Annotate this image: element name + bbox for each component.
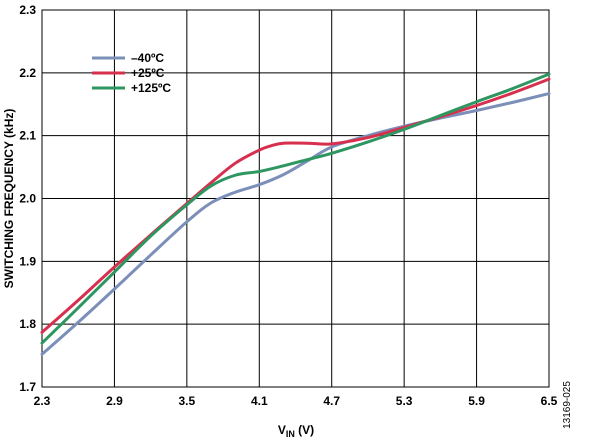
x-tick-label: 5.9 bbox=[468, 394, 485, 408]
series-line-0 bbox=[40, 92, 551, 356]
series-lines bbox=[40, 72, 551, 356]
x-tick-label: 4.7 bbox=[323, 394, 340, 408]
legend: –40ºC+25ºC+125ºC bbox=[92, 51, 171, 95]
x-axis-title-unit: (V) bbox=[295, 423, 314, 437]
x-tick-label: 4.1 bbox=[251, 394, 268, 408]
legend-label-1: +25ºC bbox=[131, 66, 165, 80]
x-axis-ticks: 2.3 2.9 3.5 4.1 4.7 5.3 5.9 6.5 bbox=[34, 394, 558, 408]
x-tick-label: 3.5 bbox=[179, 394, 196, 408]
x-tick-label: 6.5 bbox=[541, 394, 558, 408]
x-axis-title: VIN (V) bbox=[278, 423, 314, 439]
legend-label-0: –40ºC bbox=[131, 51, 164, 65]
x-tick-label: 2.3 bbox=[34, 394, 51, 408]
x-tick-label: 2.9 bbox=[106, 394, 123, 408]
y-tick-label: 2.0 bbox=[19, 192, 36, 206]
y-tick-label: 2.3 bbox=[19, 3, 36, 17]
x-axis-title-subscript: IN bbox=[286, 429, 295, 439]
y-tick-label: 1.8 bbox=[19, 317, 36, 331]
y-tick-label: 2.1 bbox=[19, 129, 36, 143]
y-axis-title: SWITCHING FREQUENCY (kHz) bbox=[2, 109, 16, 289]
y-axis-ticks: 1.7 1.8 1.9 2.0 2.1 2.2 2.3 bbox=[19, 3, 36, 394]
legend-label-2: +125ºC bbox=[131, 81, 171, 95]
y-tick-label: 2.2 bbox=[19, 66, 36, 80]
x-axis-title-main: V bbox=[278, 423, 286, 437]
y-tick-label: 1.7 bbox=[19, 380, 36, 394]
y-tick-label: 1.9 bbox=[19, 254, 36, 268]
figure-id: 13169-025 bbox=[562, 381, 573, 429]
x-tick-label: 5.3 bbox=[396, 394, 413, 408]
series-line-2 bbox=[40, 72, 551, 345]
